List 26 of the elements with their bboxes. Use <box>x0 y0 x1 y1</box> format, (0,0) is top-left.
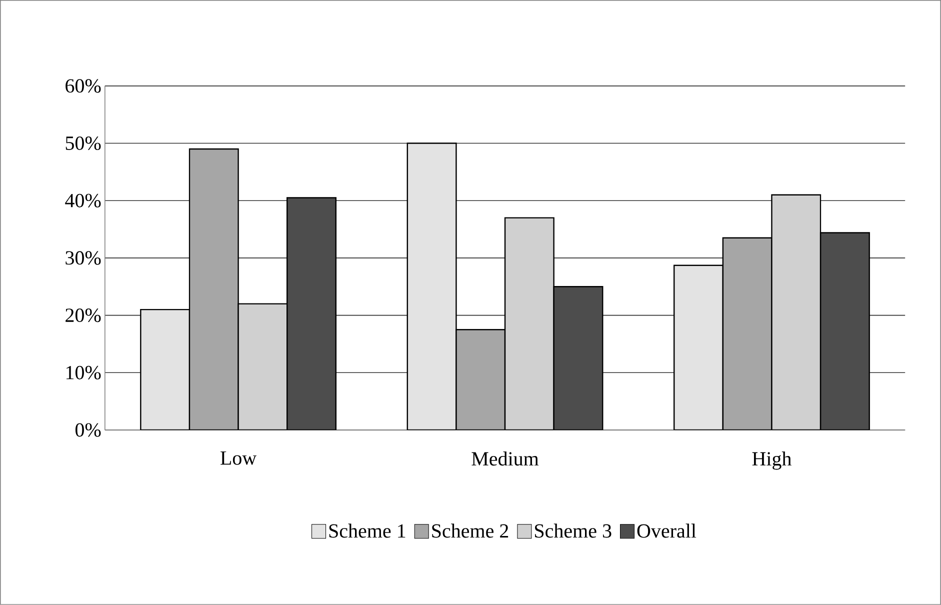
y-tick-label: 40% <box>65 194 101 208</box>
legend-label: Scheme 1 <box>329 524 406 538</box>
bar <box>456 329 506 430</box>
bar <box>771 194 822 430</box>
legend-label: Scheme 2 <box>432 524 508 538</box>
bar <box>820 232 870 430</box>
y-tick-label: 20% <box>66 308 101 322</box>
bar <box>722 237 772 430</box>
bar <box>188 148 239 430</box>
x-tick-label: Low <box>220 452 257 465</box>
y-tick-label: 50% <box>66 136 101 150</box>
bar <box>286 197 337 430</box>
y-tick-label: 60% <box>66 79 101 93</box>
bar <box>238 303 288 430</box>
bar <box>553 286 604 430</box>
x-tick-label: Medium <box>472 452 539 466</box>
bar <box>406 142 457 430</box>
y-tick-label: 10% <box>66 366 101 380</box>
x-tick-label: High <box>752 452 792 470</box>
bar <box>504 217 554 430</box>
legend-label: Scheme 3 <box>535 524 612 538</box>
y-tick-label: 0% <box>75 423 101 437</box>
bar <box>674 264 724 430</box>
y-tick-label: 30% <box>66 251 101 265</box>
legend-label: Overall <box>637 524 696 538</box>
bar <box>140 308 190 430</box>
